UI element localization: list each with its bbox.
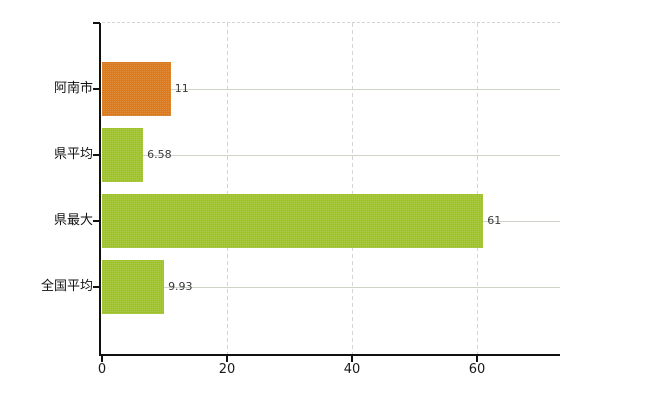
bar	[102, 194, 484, 248]
bar	[102, 260, 165, 314]
bar-value-label: 9.93	[168, 280, 193, 293]
bar	[102, 128, 144, 182]
horizontal-gridline	[102, 89, 560, 90]
y-axis-tick	[93, 154, 100, 156]
category-label: 県最大	[53, 213, 93, 228]
x-tick-label: 40	[343, 362, 361, 377]
bar-value-label: 61	[487, 214, 502, 227]
horizontal-gridline	[102, 155, 560, 156]
category-label: 全国平均	[40, 279, 93, 294]
plot-top-dashed-border	[102, 22, 560, 23]
category-label: 阿南市	[53, 81, 93, 96]
x-tick-label: 20	[218, 362, 236, 377]
y-axis-tick	[93, 220, 100, 222]
y-axis-line	[99, 23, 101, 355]
bar	[102, 62, 171, 116]
x-axis-tick	[101, 356, 103, 362]
vertical-gridline	[226, 23, 228, 354]
x-axis-tick	[351, 356, 353, 362]
x-axis-tick	[226, 356, 228, 362]
category-label: 県平均	[53, 147, 93, 162]
x-tick-label: 0	[97, 362, 107, 377]
x-tick-label: 60	[468, 362, 486, 377]
y-axis-tick	[93, 286, 100, 288]
y-axis-tick	[93, 22, 100, 24]
horizontal-gridline	[102, 287, 560, 288]
x-axis-tick	[476, 356, 478, 362]
bar-value-label: 6.58	[147, 148, 172, 161]
bar-value-label: 11	[174, 82, 189, 95]
y-axis-tick	[93, 88, 100, 90]
vertical-gridline	[476, 23, 478, 354]
vertical-gridline	[351, 23, 353, 354]
x-axis-line	[99, 354, 560, 356]
